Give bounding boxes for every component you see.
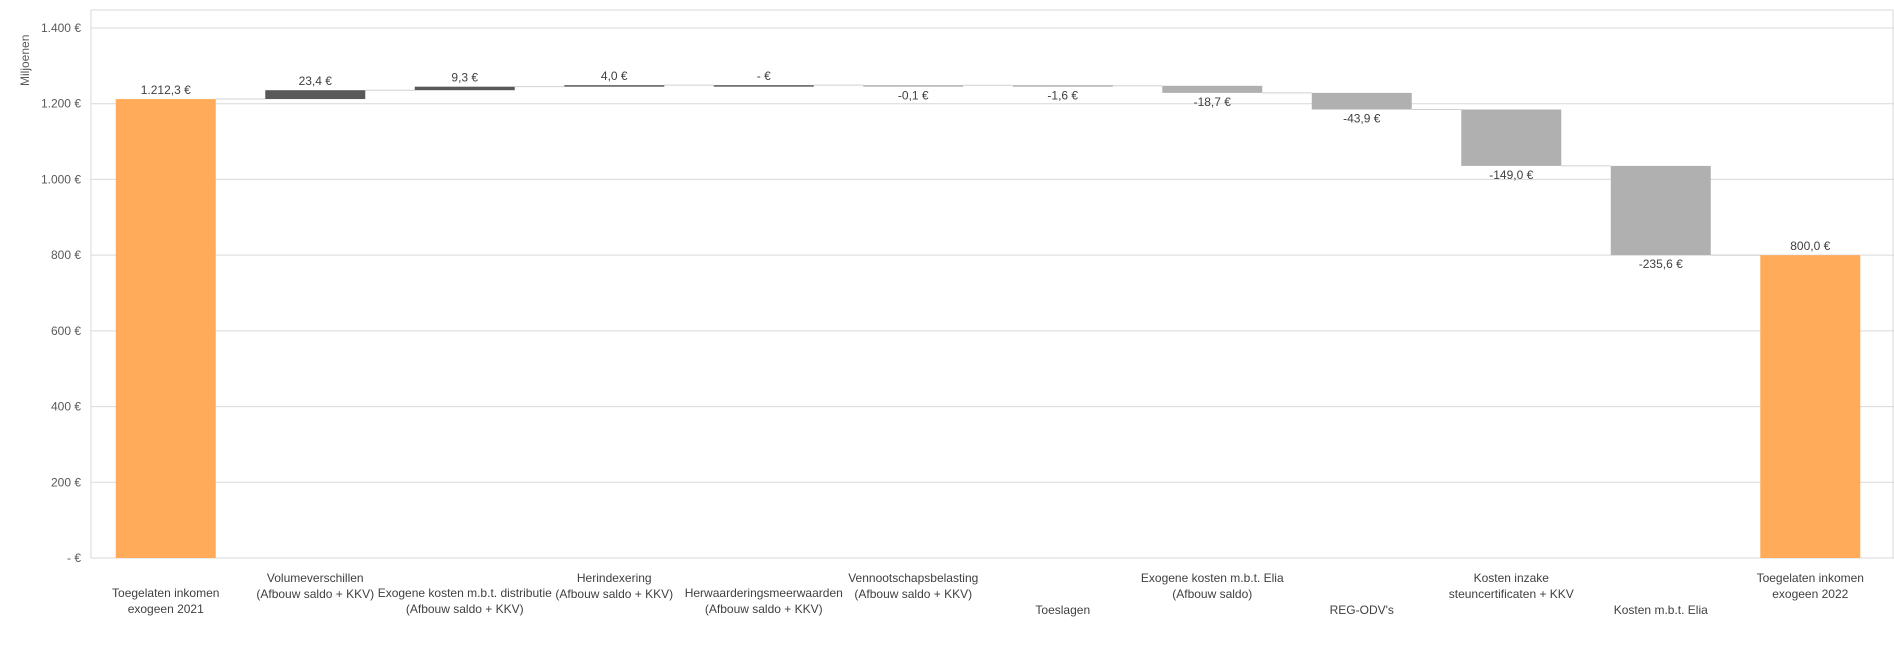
data-label-9: -43,9 € [1343, 112, 1381, 126]
y-tick-label: 1.400 € [41, 21, 81, 35]
y-tick-label: - € [67, 551, 81, 565]
category-label-1: Toegelaten inkomen exogeen 2021 [112, 586, 219, 616]
bar-6 [863, 85, 964, 87]
bar-7 [1012, 85, 1113, 87]
category-label-6: Vennootschapsbelasting (Afbouw saldo + KK… [848, 571, 978, 601]
bar-5 [713, 85, 814, 87]
data-label-4: 4,0 € [601, 69, 628, 83]
bar-10 [1461, 109, 1562, 166]
y-tick-label: 600 € [51, 324, 81, 338]
category-label-12: Toegelaten inkomen exogeen 2022 [1757, 571, 1864, 601]
y-tick-label: 400 € [51, 400, 81, 414]
category-label-9: REG-ODV's [1330, 603, 1394, 617]
bar-8 [1162, 85, 1263, 93]
category-label-8: Exogene kosten m.b.t. Elia (Afbouw saldo) [1141, 571, 1284, 601]
data-label-5: - € [757, 69, 771, 83]
data-labels: 1.212,3 € 23,4 € 9,3 € 4,0 € - € -0,1 € -1,6 €… [141, 69, 1831, 271]
category-label-7: Toeslagen [1035, 603, 1090, 617]
connectors [215, 84, 1761, 256]
bar-9 [1311, 92, 1412, 110]
data-label-12: 800,0 € [1790, 239, 1830, 253]
data-label-2: 23,4 € [299, 74, 333, 88]
data-label-3: 9,3 € [451, 71, 478, 85]
y-tick-label: 1.000 € [41, 172, 81, 186]
data-label-10: -149,0 € [1489, 168, 1533, 182]
category-labels: Toegelaten inkomen exogeen 2021 Volumevers… [112, 571, 1864, 617]
bar-3 [414, 86, 515, 91]
bar-4 [564, 85, 665, 87]
category-label-3: Exogene kosten m.b.t. distributie (Afbouw… [378, 586, 552, 616]
y-axis-title: Miljoenen [18, 35, 32, 86]
bar-2 [265, 90, 366, 100]
category-label-2: Volumeverschillen (Afbouw saldo + KKV) [256, 571, 374, 601]
data-label-8: -18,7 € [1194, 95, 1232, 109]
y-tick-label: 200 € [51, 475, 81, 489]
y-tick-label: 1.200 € [41, 97, 81, 111]
bars [115, 85, 1861, 558]
data-label-6: -0,1 € [898, 89, 929, 103]
data-label-11: -235,6 € [1639, 257, 1683, 271]
data-label-7: -1,6 € [1047, 89, 1078, 103]
data-label-1: 1.212,3 € [141, 83, 191, 97]
category-label-11: Kosten m.b.t. Elia [1614, 603, 1708, 617]
gridlines [90, 9, 1894, 559]
category-label-10: Kosten inzake steuncertificaten + KKV [1449, 571, 1574, 601]
category-label-4: Herindexering (Afbouw saldo + KKV) [555, 571, 673, 601]
y-tick-label: 800 € [51, 248, 81, 262]
y-tick-labels: - € 200 € 400 € 600 € 800 € 1.000 € 1.200 € 1.4… [41, 21, 81, 565]
bar-12 [1760, 255, 1861, 558]
bar-1 [115, 99, 216, 558]
category-label-5: Herwaarderingsmeerwaarden (Afbouw saldo +… [685, 586, 843, 616]
bar-11 [1610, 165, 1711, 256]
